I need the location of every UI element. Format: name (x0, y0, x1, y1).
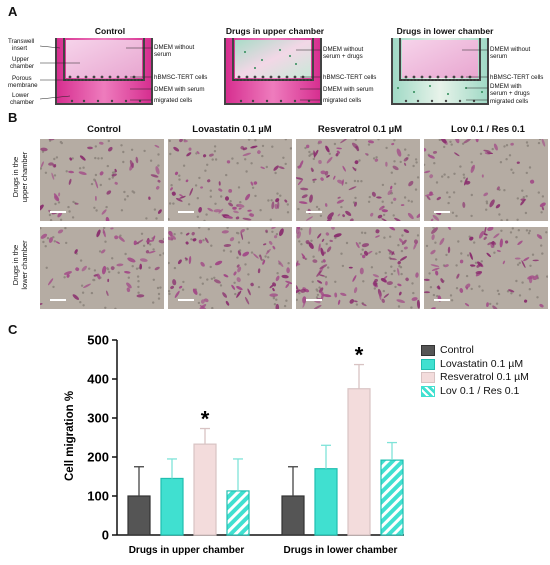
row-title-upper-line2: upper chamber (20, 151, 29, 203)
upper-label-dmem-with: DMEM with serum (323, 86, 374, 93)
label-upper-chamber: chamber (10, 63, 35, 70)
legend-swatch (421, 345, 435, 356)
significance-star: * (201, 407, 210, 432)
label-lower: Lower (12, 92, 29, 99)
legend-swatch (421, 372, 435, 383)
micrograph (296, 227, 420, 309)
y-tick-label: 0 (102, 528, 109, 543)
diagram-lower (391, 38, 489, 105)
label-porous: Porous (12, 75, 32, 82)
scale-bar (306, 211, 322, 213)
legend-label: Lovastatin 0.1 µM (440, 357, 524, 370)
label-upper: Upper (12, 56, 29, 63)
label-transwell: Transwell (8, 38, 35, 45)
label-membrane: membrane (8, 82, 38, 89)
significance-star: * (355, 343, 364, 368)
upper-label-cells: hBMSC-TERT cells (323, 74, 377, 81)
scale-bar (50, 299, 66, 301)
diagram-control (55, 38, 153, 105)
row-title-lower: Drugs in the lower chamber (11, 225, 29, 305)
upper-label-serum-drugs: serum + drugs (323, 53, 363, 60)
legend-label: Resveratrol 0.1 µM (440, 371, 529, 383)
ctrl-label-migrated: migrated cells (154, 97, 193, 104)
scale-bar (434, 211, 450, 213)
ctrl-label-cells: hBMSC-TERT cells (154, 74, 208, 81)
y-tick-label: 100 (87, 489, 109, 504)
x-category-label: Drugs in upper chamber (129, 545, 245, 556)
diagram-title-upper: Drugs in upper chamber (225, 26, 325, 36)
lower-label-serum-drugs: serum + drugs (490, 90, 530, 97)
lower-label-dmem-with: DMEM with (490, 83, 522, 90)
diagram-title-control: Control (94, 26, 126, 36)
label-lower-chamber: chamber (10, 99, 35, 106)
micrograph (40, 227, 164, 309)
y-tick-label: 200 (87, 450, 109, 465)
bar (127, 495, 151, 536)
bar (226, 490, 250, 536)
legend-label: Control (440, 344, 474, 356)
scale-bar (178, 299, 194, 301)
ctrl-label-dmem-without: DMEM without (154, 44, 195, 51)
bar (160, 477, 184, 536)
micrograph (168, 227, 292, 309)
legend-swatch (421, 358, 435, 370)
diagram-title-lower: Drugs in lower chamber (396, 26, 494, 36)
legend-label: Lov 0.1 / Res 0.1 (440, 384, 520, 397)
scale-bar (50, 211, 66, 213)
migration-bar-chart: Cell migration % 0 100 200 300 400 500 Drugs i… (64, 333, 404, 556)
panel-a-letter: A (8, 4, 18, 19)
row-title-upper: Drugs in the upper chamber (11, 137, 29, 217)
column-title-lovastatin: Lovastatin 0.1 µM (192, 124, 272, 135)
micrograph (424, 139, 548, 221)
scale-bar (306, 299, 322, 301)
panel-b-letter: B (8, 110, 18, 125)
lower-label-dmem-without: DMEM without (490, 46, 531, 53)
column-title-combination: Lov 0.1 / Res 0.1 (451, 124, 525, 135)
column-title-control: Control (87, 124, 121, 135)
row-title-upper-line1: Drugs in the (11, 156, 20, 198)
micrograph (40, 139, 164, 221)
scale-bar (434, 299, 450, 301)
lower-label-cells: hBMSC-TERT cells (490, 74, 544, 81)
column-title-resveratrol: Resveratrol 0.1 µM (317, 124, 403, 135)
upper-label-dmem-without: DMEM without (323, 46, 364, 53)
panel-c-letter: C (8, 322, 18, 337)
bar (314, 468, 338, 536)
ctrl-label-serum: serum (154, 51, 172, 58)
row-title-lower-line2: lower chamber (20, 240, 29, 290)
diagram-upper (224, 38, 322, 105)
bar (193, 443, 217, 536)
bar (380, 459, 404, 536)
row-title-lower-line1: Drugs in the (11, 244, 20, 286)
upper-label-migrated: migrated cells (323, 97, 362, 104)
ctrl-label-dmem-with: DMEM with serum (154, 86, 205, 93)
y-tick-label: 300 (87, 411, 109, 426)
label-insert: insert (12, 45, 28, 52)
bar (281, 495, 305, 536)
scale-bar (178, 211, 194, 213)
micrograph (296, 139, 420, 221)
micrograph (168, 139, 292, 221)
lower-label-serum: serum (490, 53, 508, 60)
y-axis-label: Cell migration % (64, 391, 76, 481)
x-category-label: Drugs in lower chamber (284, 545, 398, 556)
y-tick-label: 500 (87, 333, 109, 348)
micrograph (424, 227, 548, 309)
bar (347, 388, 371, 536)
transwell-diagrams (39, 38, 489, 105)
legend-swatch (421, 385, 435, 397)
lower-label-migrated: migrated cells (490, 98, 529, 105)
y-tick-label: 400 (87, 372, 109, 387)
